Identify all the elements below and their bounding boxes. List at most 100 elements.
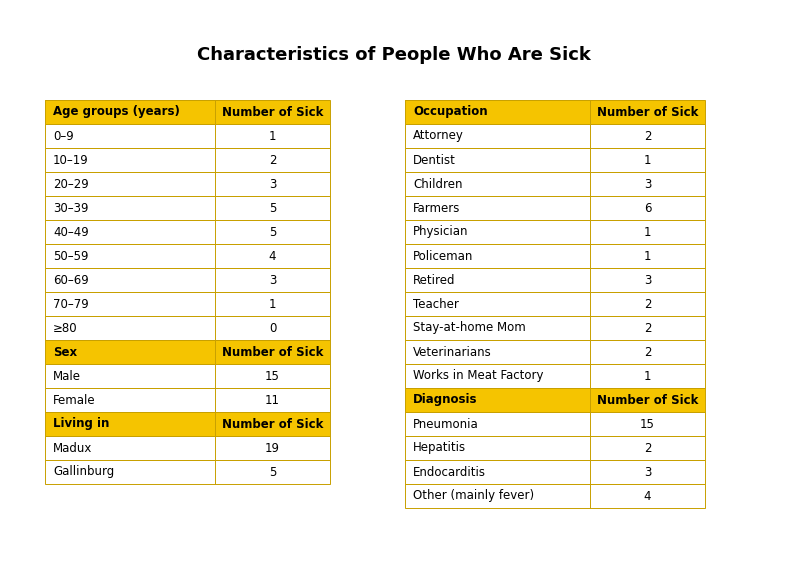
Text: 70–79: 70–79 [53, 298, 89, 311]
Bar [45, 196, 330, 220]
Bar [405, 460, 705, 484]
Text: Characteristics of People Who Are Sick: Characteristics of People Who Are Sick [197, 46, 591, 64]
Bar [45, 292, 330, 316]
Text: Female: Female [53, 394, 95, 407]
Text: Male: Male [53, 370, 81, 383]
Bar [405, 268, 705, 292]
Bar [405, 484, 705, 508]
Bar [405, 364, 705, 388]
Text: 0: 0 [269, 322, 276, 335]
Bar [45, 244, 330, 268]
Text: 3: 3 [269, 178, 276, 190]
Text: Farmers: Farmers [413, 202, 460, 214]
Bar [45, 316, 330, 340]
Text: 3: 3 [644, 465, 651, 479]
Bar [45, 220, 330, 244]
Bar [405, 148, 705, 172]
Bar [405, 412, 705, 436]
Text: 1: 1 [644, 370, 651, 383]
Text: Policeman: Policeman [413, 250, 474, 263]
Text: 50–59: 50–59 [53, 250, 88, 263]
Bar [405, 316, 705, 340]
Text: 60–69: 60–69 [53, 274, 89, 287]
Bar [405, 172, 705, 196]
Bar [45, 148, 330, 172]
Bar [45, 364, 330, 388]
Bar [405, 124, 705, 148]
Bar [45, 292, 330, 316]
Bar [405, 196, 705, 220]
Text: Number of Sick: Number of Sick [597, 105, 698, 118]
Text: 4: 4 [269, 250, 277, 263]
Bar [45, 100, 330, 124]
Text: 15: 15 [265, 370, 280, 383]
Text: Other (mainly fever): Other (mainly fever) [413, 489, 534, 503]
Bar [45, 412, 330, 436]
Text: 3: 3 [644, 274, 651, 287]
Bar [45, 388, 330, 412]
Bar [405, 220, 705, 244]
Bar [405, 148, 705, 172]
Text: 2: 2 [269, 154, 277, 166]
Bar [45, 268, 330, 292]
Bar [405, 268, 705, 292]
Text: 5: 5 [269, 202, 276, 214]
Text: 0–9: 0–9 [53, 130, 74, 142]
Text: 3: 3 [644, 178, 651, 190]
Bar [405, 124, 705, 148]
Bar [405, 244, 705, 268]
Bar [405, 388, 705, 412]
Text: Number of Sick: Number of Sick [221, 417, 323, 431]
Text: Stay-at-home Mom: Stay-at-home Mom [413, 322, 526, 335]
Bar [405, 364, 705, 388]
Text: ≥80: ≥80 [53, 322, 78, 335]
Bar [405, 292, 705, 316]
Bar [405, 100, 705, 124]
Bar [45, 412, 330, 436]
Text: 1: 1 [269, 130, 277, 142]
Bar [405, 460, 705, 484]
Text: Madux: Madux [53, 441, 92, 455]
Text: Dentist: Dentist [413, 154, 456, 166]
Text: Number of Sick: Number of Sick [221, 346, 323, 359]
Bar [45, 244, 330, 268]
Text: 2: 2 [644, 441, 651, 455]
Text: 2: 2 [644, 346, 651, 359]
Bar [405, 340, 705, 364]
Text: Hepatitis: Hepatitis [413, 441, 466, 455]
Text: 1: 1 [269, 298, 277, 311]
Bar [45, 364, 330, 388]
Bar [45, 436, 330, 460]
Bar [45, 220, 330, 244]
Bar [45, 460, 330, 484]
Bar [45, 436, 330, 460]
Text: 6: 6 [644, 202, 651, 214]
Bar [405, 484, 705, 508]
Text: Number of Sick: Number of Sick [597, 394, 698, 407]
Text: 15: 15 [640, 417, 655, 431]
Bar [45, 340, 330, 364]
Bar [405, 220, 705, 244]
Bar [405, 196, 705, 220]
Text: Sex: Sex [53, 346, 77, 359]
Text: Retired: Retired [413, 274, 455, 287]
Text: 19: 19 [265, 441, 280, 455]
Text: Pneumonia: Pneumonia [413, 417, 479, 431]
Bar [405, 436, 705, 460]
Text: 2: 2 [644, 298, 651, 311]
Bar [45, 100, 330, 124]
Text: 4: 4 [644, 489, 651, 503]
Bar [405, 436, 705, 460]
Bar [405, 388, 705, 412]
Bar [405, 316, 705, 340]
Bar [45, 196, 330, 220]
Bar [45, 268, 330, 292]
Text: 3: 3 [269, 274, 276, 287]
Bar [45, 388, 330, 412]
Text: Age groups (years): Age groups (years) [53, 105, 180, 118]
Bar [45, 172, 330, 196]
Bar [45, 148, 330, 172]
Text: 1: 1 [644, 226, 651, 239]
Text: 2: 2 [644, 130, 651, 142]
Bar [405, 412, 705, 436]
